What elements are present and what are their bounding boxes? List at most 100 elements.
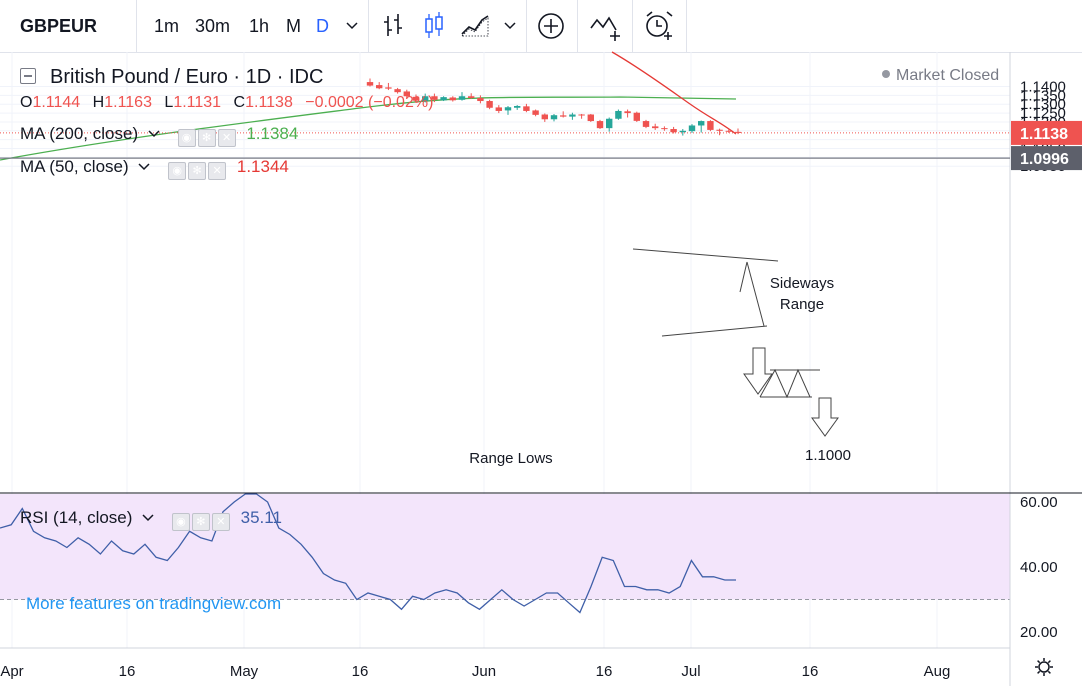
remove-icon[interactable]: ✕ [208,162,227,180]
target-1-1000-label: 1.1000 [805,447,851,464]
down-arrow-icon [743,347,773,395]
candle-body [698,121,705,126]
candle-body [679,130,686,133]
range-bottom-trendline [661,325,768,337]
price-tick-label: 1.1300 [1020,96,1066,113]
candle-body [412,96,420,101]
bar-chart-icon[interactable] [381,0,405,52]
chevron-down-icon[interactable] [137,162,151,172]
settings-icon[interactable]: ✻ [191,513,210,531]
candles-icon[interactable] [422,0,446,52]
top-toolbar: GBPEUR 1m 30m 1h M D [0,0,1082,53]
candle-body [477,98,484,102]
zigzag-projection [759,368,820,399]
remove-icon[interactable]: ✕ [211,513,230,531]
rsi-band [0,494,1010,600]
change-readout: −0.0002 (−0.02%) [305,94,434,111]
interval-30m[interactable]: 30m [195,16,231,36]
candle-body [661,128,668,130]
time-tick-label: Jun [472,663,496,680]
interval-1m[interactable]: 1m [154,16,180,36]
candle-body [403,91,410,97]
interval-m[interactable]: M [286,16,301,36]
collapse-legend-icon[interactable] [20,68,36,84]
time-tick-label: 16 [802,663,819,680]
ma50-legend[interactable]: MA (50, close) ◉ ✻ ✕ 1.1344 [20,157,289,180]
candle-body [716,129,723,131]
settings-icon[interactable]: ✻ [188,162,207,180]
symbol-button[interactable]: GBPEUR [20,16,98,36]
candle-body [587,114,594,122]
chart-settings-icon[interactable] [1034,657,1054,677]
candle-body [495,107,502,111]
visibility-icon[interactable]: ◉ [168,162,187,180]
candle-body [624,111,631,114]
candle-body [523,106,530,111]
range-low-price-label: 1.0996 [1020,151,1069,168]
tradingview-watermark[interactable]: More features on tradingview.com [26,594,282,613]
candle-body [458,96,466,100]
rsi-line [0,493,736,614]
time-tick-label: Jul [681,663,700,680]
candle-body [541,114,548,120]
rsi-tick-label: 40.00 [1020,559,1058,576]
status-dot-icon [882,70,890,78]
candle-body [560,115,567,117]
candle-body [550,115,558,120]
candle-body [422,96,429,102]
candle-body [468,96,475,99]
down-arrow-icon [811,397,839,437]
candle-body [569,114,576,117]
remove-icon[interactable]: ✕ [217,129,236,147]
ma200-legend[interactable]: MA (200, close) ◉ ✻ ✕ 1.1384 [20,124,298,147]
candle-body [606,118,613,129]
range-low-badge [1011,146,1082,171]
candle-body [596,121,604,129]
candle-body [532,110,539,115]
chevron-down-icon[interactable] [147,129,161,139]
interval-d[interactable]: D [316,16,329,36]
candle-body [670,129,677,133]
candle-body [652,126,659,129]
range-top-trendline [632,248,779,262]
chevron-down-icon[interactable] [502,0,518,52]
compare-icon[interactable] [588,0,622,52]
candle-body [449,97,456,101]
settings-icon[interactable]: ✻ [197,129,216,147]
candle-body [394,89,401,93]
candle-body [707,121,714,130]
candle-body [642,121,650,127]
chart-title: British Pound / Euro · 1D · IDC [50,66,324,88]
sideways-range-label-line2: Range [780,296,824,313]
add-indicator-icon[interactable] [537,0,565,52]
candle-body [504,107,512,111]
ma200-line [0,96,737,161]
sideways-range-label-line1: Sideways [770,275,834,292]
area-chart-icon[interactable] [460,0,490,52]
chevron-down-icon[interactable] [344,0,360,52]
chevron-down-icon[interactable] [141,513,155,523]
last-price-badge [1011,120,1082,145]
visibility-icon[interactable]: ◉ [177,129,196,147]
rsi-tick-label: 60.00 [1020,494,1058,511]
rsi-legend[interactable]: RSI (14, close) ◉ ✻ ✕ 35.11 [20,508,282,531]
time-tick-label: May [230,663,259,680]
ohlc-readout: O1.1144 H1.1163 L1.1131 C1.1138 −0.0002 … [20,94,434,111]
visibility-icon[interactable]: ◉ [171,513,190,531]
time-tick-label: 16 [352,663,369,680]
price-tick-label: 1.1350 [1020,87,1066,104]
range-marker [739,261,765,327]
time-tick-label: Aug [924,663,951,680]
candle-body [431,96,438,100]
market-status: Market Closed [882,67,999,85]
time-tick-label: 16 [119,663,136,680]
candle-body [385,87,392,89]
alert-icon[interactable] [643,0,675,52]
candle-body [514,105,521,108]
interval-1h[interactable]: 1h [249,16,270,36]
time-tick-label: 16 [596,663,613,680]
candle-body [688,125,696,132]
ma50-line [611,51,737,135]
candle-body [633,112,640,121]
